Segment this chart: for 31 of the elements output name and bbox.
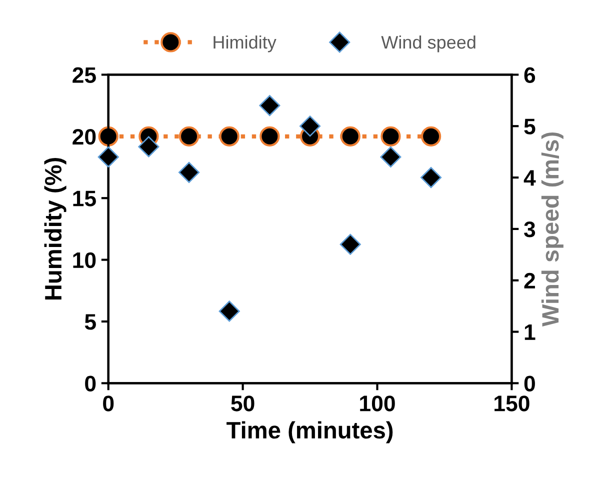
y2-axis-title: Wind speed (m/s)	[541, 132, 564, 327]
y2-tick-label: 6	[524, 67, 536, 83]
y-tick-label: 0	[85, 376, 96, 392]
y-tick-label: 20	[72, 128, 96, 145]
x-axis-title: Time (minutes)	[226, 421, 393, 444]
y-tick-label: 25	[72, 67, 96, 83]
y2-tick-label: 2	[524, 272, 535, 288]
y2-tick-label: 4	[524, 170, 536, 186]
x-tick-label: 0	[103, 396, 114, 412]
x-tick-label: 50	[231, 396, 254, 412]
point	[138, 136, 160, 158]
point	[218, 300, 240, 322]
y-tick-label: 15	[73, 190, 96, 206]
point	[178, 162, 200, 183]
y-tick-label: 5	[84, 314, 96, 330]
legend-label: Himidity	[214, 35, 276, 52]
x-tick-label: 150	[494, 396, 530, 412]
x-tick-label: 100	[360, 396, 395, 412]
y2-tick-label: 5	[524, 118, 536, 134]
legend-label: Wind speed	[381, 35, 476, 52]
y2-tick-label: 0	[524, 376, 535, 392]
point	[420, 167, 442, 188]
y2-tick-label: 1	[524, 324, 536, 340]
y2-tick-label: 3	[524, 221, 536, 238]
point	[300, 116, 321, 137]
point	[340, 234, 361, 255]
y-axis-title: Humidity (%)	[44, 158, 66, 300]
point	[98, 146, 119, 168]
point	[259, 95, 280, 116]
y-tick-label: 10	[73, 252, 96, 268]
point	[380, 146, 402, 168]
